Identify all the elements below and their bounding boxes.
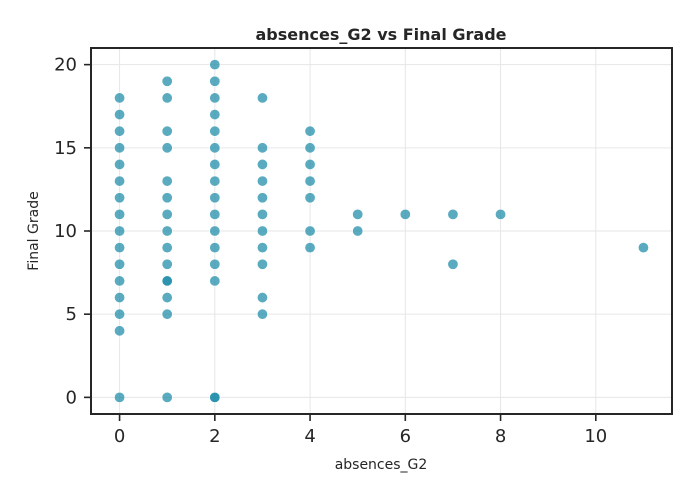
data-point bbox=[161, 125, 173, 137]
data-point bbox=[114, 325, 126, 337]
data-point bbox=[161, 92, 173, 104]
data-point bbox=[161, 292, 173, 304]
x-tick-label: 6 bbox=[400, 426, 411, 447]
data-point bbox=[209, 275, 221, 287]
data-point bbox=[209, 192, 221, 204]
data-point bbox=[352, 225, 364, 237]
data-point bbox=[209, 208, 221, 220]
y-tick-label: 5 bbox=[66, 304, 77, 325]
y-tick-label: 20 bbox=[54, 55, 77, 76]
data-point bbox=[256, 292, 268, 304]
x-axis-label: absences_G2 bbox=[335, 457, 428, 473]
data-point bbox=[114, 192, 126, 204]
data-point bbox=[114, 275, 126, 287]
data-point bbox=[209, 258, 221, 270]
data-point bbox=[114, 125, 126, 137]
data-point bbox=[114, 142, 126, 154]
data-point bbox=[161, 175, 173, 187]
data-point bbox=[256, 158, 268, 170]
data-point bbox=[447, 208, 459, 220]
y-tick-label: 10 bbox=[54, 221, 77, 242]
x-tick-label: 4 bbox=[304, 426, 315, 447]
data-point bbox=[161, 192, 173, 204]
data-point bbox=[209, 125, 221, 137]
data-point bbox=[161, 75, 173, 87]
data-point bbox=[209, 142, 221, 154]
data-point bbox=[161, 242, 173, 254]
data-point bbox=[304, 192, 316, 204]
data-point bbox=[304, 225, 316, 237]
data-point bbox=[209, 391, 221, 403]
data-point bbox=[114, 175, 126, 187]
data-point bbox=[114, 109, 126, 121]
x-tick-label: 8 bbox=[495, 426, 506, 447]
data-point bbox=[114, 208, 126, 220]
y-axis-ticks: 0 5 10 15 20 bbox=[54, 55, 91, 408]
data-point bbox=[304, 175, 316, 187]
data-point bbox=[304, 242, 316, 254]
data-point bbox=[256, 225, 268, 237]
data-point bbox=[256, 258, 268, 270]
data-point bbox=[161, 142, 173, 154]
data-point bbox=[114, 242, 126, 254]
y-axis-label: Final Grade bbox=[26, 191, 42, 270]
data-point bbox=[209, 158, 221, 170]
data-point bbox=[256, 208, 268, 220]
data-point bbox=[304, 158, 316, 170]
data-point bbox=[161, 391, 173, 403]
data-point bbox=[256, 175, 268, 187]
data-point bbox=[209, 75, 221, 87]
grid-lines bbox=[91, 48, 672, 414]
data-point bbox=[209, 59, 221, 71]
data-point bbox=[209, 109, 221, 121]
x-tick-label: 0 bbox=[114, 426, 125, 447]
data-point bbox=[209, 242, 221, 254]
data-point bbox=[161, 208, 173, 220]
data-point bbox=[352, 208, 364, 220]
y-tick-label: 15 bbox=[54, 138, 77, 159]
x-tick-label: 10 bbox=[584, 426, 607, 447]
data-point bbox=[304, 125, 316, 137]
data-point bbox=[114, 258, 126, 270]
data-point bbox=[256, 192, 268, 204]
data-point bbox=[114, 92, 126, 104]
data-point bbox=[495, 208, 507, 220]
data-point bbox=[256, 308, 268, 320]
data-point bbox=[161, 275, 173, 287]
y-tick-label: 0 bbox=[66, 387, 77, 408]
data-point bbox=[209, 225, 221, 237]
data-points bbox=[114, 59, 649, 403]
chart-title: absences_G2 vs Final Grade bbox=[255, 25, 506, 44]
data-point bbox=[256, 142, 268, 154]
data-point bbox=[304, 142, 316, 154]
data-point bbox=[114, 158, 126, 170]
data-point bbox=[161, 225, 173, 237]
data-point bbox=[256, 92, 268, 104]
data-point bbox=[114, 308, 126, 320]
data-point bbox=[637, 242, 649, 254]
x-axis-ticks: 0 2 4 6 8 10 bbox=[114, 414, 607, 447]
data-point bbox=[114, 391, 126, 403]
x-tick-label: 2 bbox=[209, 426, 220, 447]
data-point bbox=[399, 208, 411, 220]
data-point bbox=[114, 225, 126, 237]
data-point bbox=[114, 292, 126, 304]
data-point bbox=[161, 308, 173, 320]
data-point bbox=[256, 242, 268, 254]
data-point bbox=[209, 175, 221, 187]
data-point bbox=[447, 258, 459, 270]
data-point bbox=[161, 258, 173, 270]
data-point bbox=[209, 92, 221, 104]
